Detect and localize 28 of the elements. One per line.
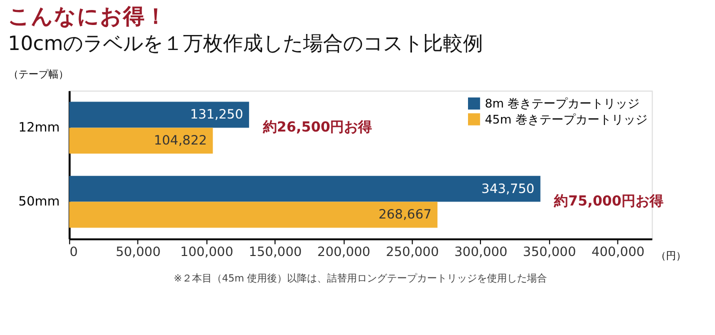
chart-subtitle: 10cmのラベルを１万枚作成した場合のコスト比較例 — [8, 32, 484, 56]
legend-label: 45m 巻きテープカートリッジ — [484, 112, 648, 126]
x-tick-label: 50,000 — [116, 245, 161, 260]
x-tick-label: 300,000 — [454, 245, 508, 260]
data-label: 268,667 — [378, 208, 432, 223]
x-tick-label: 400,000 — [591, 245, 645, 260]
x-axis-title: （円） — [656, 251, 686, 262]
bar — [69, 176, 540, 202]
x-tick-label: 200,000 — [317, 245, 370, 260]
text: ※２本目（45m 使用後）以降は、詰替用ロングテープカートリッジを使用した場合 — [174, 272, 548, 284]
bar — [69, 202, 438, 228]
annotation: 約75,000円お得 — [553, 194, 664, 210]
bar — [69, 128, 213, 154]
annotation: 約26,500円お得 — [262, 120, 372, 136]
data-label: 104,822 — [154, 134, 207, 149]
x-tick-label: 100,000 — [180, 245, 234, 260]
y-axis-title: （テープ幅） — [8, 68, 68, 80]
chart-title: こんなにお得！ — [8, 4, 167, 30]
x-tick-label: 0 — [70, 245, 78, 260]
x-tick-label: 150,000 — [248, 245, 302, 260]
legend-label: 8m 巻きテープカートリッジ — [484, 96, 640, 110]
y-tick-label: 50mm — [18, 194, 60, 210]
bar — [69, 102, 250, 128]
y-tick-label: 12mm — [18, 120, 60, 136]
data-label: 343,750 — [481, 182, 534, 197]
data-label: 131,250 — [190, 108, 244, 123]
x-tick-label: 250,000 — [386, 245, 439, 260]
x-tick-label: 350,000 — [522, 245, 576, 260]
